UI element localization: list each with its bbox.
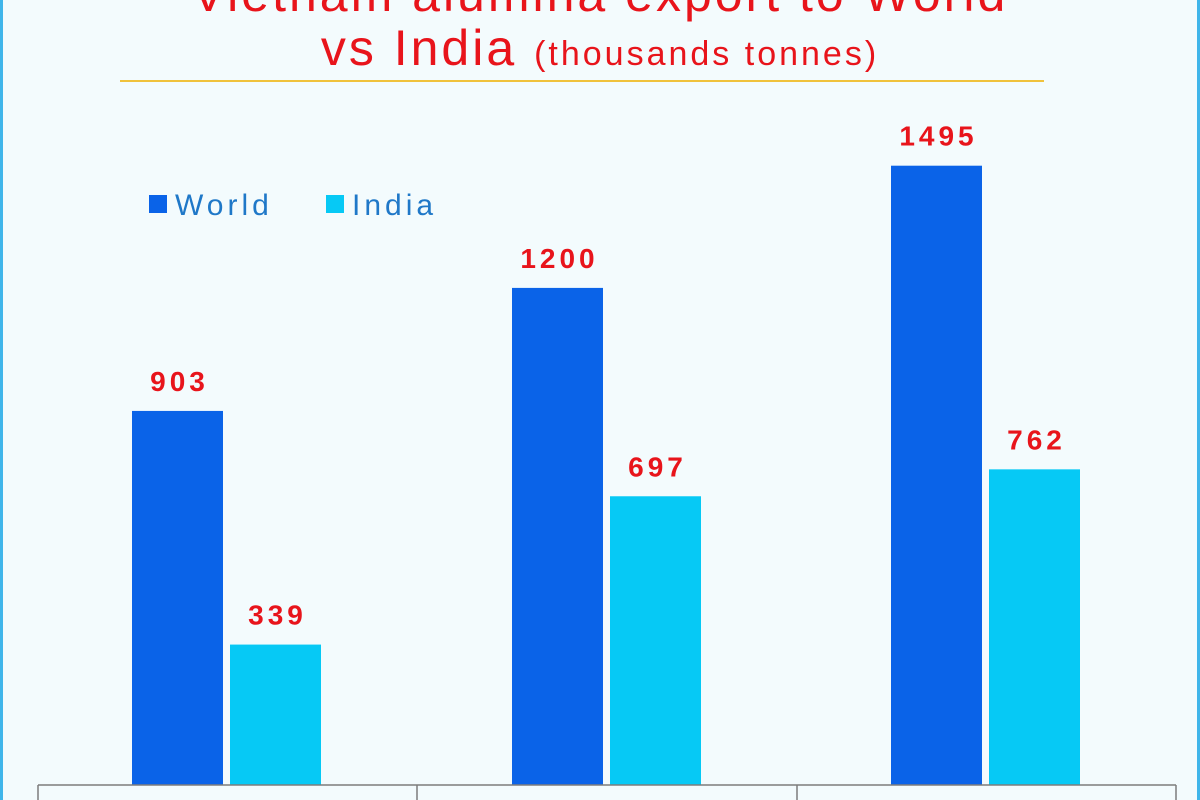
value-label-india-1: 339 [248,600,307,631]
value-label-world-2: 1200 [520,243,598,274]
legend-swatch-india [326,195,344,213]
legend: World India [149,189,437,222]
bar-world-3 [891,165,982,785]
bar-world-2 [512,287,603,785]
value-label-india-3: 762 [1007,424,1066,455]
legend-label-world: World [175,189,273,222]
bar-group [132,165,1080,785]
bar-india-1 [230,644,321,785]
bar-world-1 [132,410,223,785]
bar-india-2 [610,496,701,785]
value-label-india-2: 697 [628,451,687,482]
legend-label-india: India [352,189,437,222]
value-label-world-1: 903 [150,366,209,397]
title-underline [120,80,1044,82]
chart-title-text-1: Vietnam alumina export to World [192,0,1009,22]
chart-subtitle-units: (thousands tonnes) [534,35,880,73]
chart-title-line-1: Vietnam alumina export to World [0,0,1200,22]
chart-title-text-2: vs India [320,20,518,76]
legend-swatch-world [149,195,167,213]
value-label-group: 903 1200 1495 339 697 762 [150,121,1066,631]
x-axis [37,784,1177,800]
chart-title-line-2: vs India (thousands tonnes) [0,20,1200,82]
value-label-world-3: 1495 [899,121,977,152]
bar-india-3 [989,469,1080,785]
